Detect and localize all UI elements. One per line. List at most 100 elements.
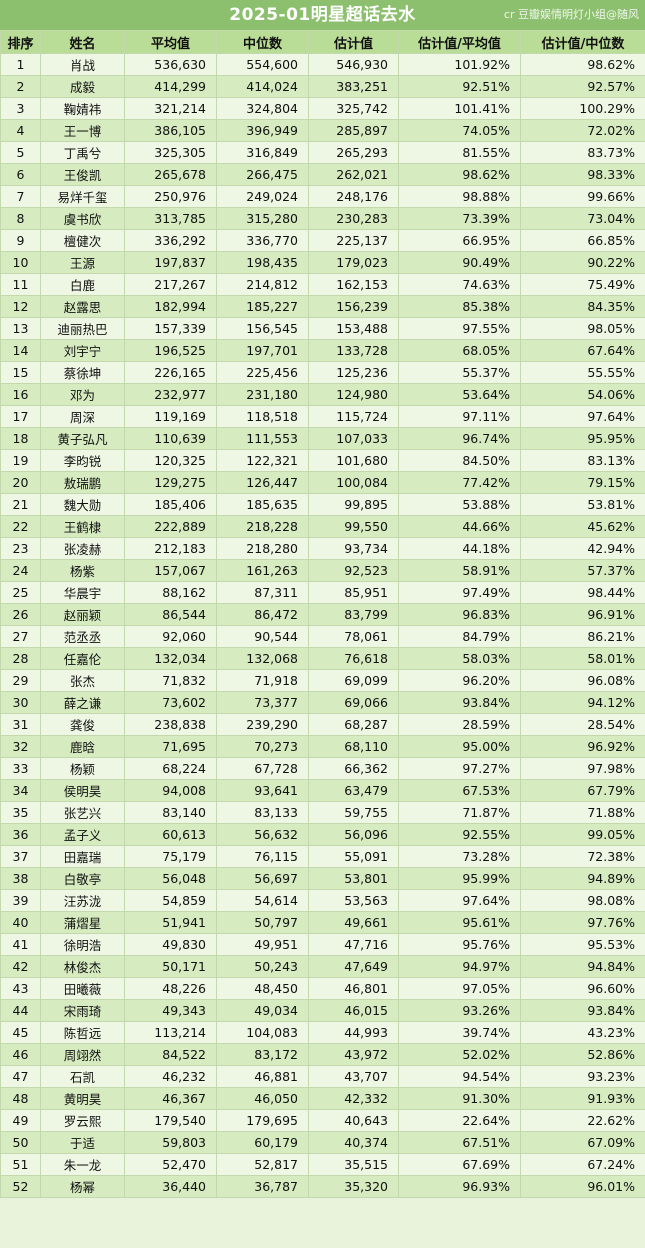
cell-name: 赵丽颖 [40, 603, 125, 626]
cell-estimate: 225,137 [308, 229, 399, 252]
cell-estimate: 156,239 [308, 295, 399, 318]
cell-estimate-over-mean: 101.92% [398, 53, 521, 76]
cell-rank: 33 [0, 757, 41, 780]
cell-estimate: 53,801 [308, 867, 399, 890]
cell-rank: 7 [0, 185, 41, 208]
cell-rank: 41 [0, 933, 41, 956]
cell-median: 60,179 [216, 1131, 309, 1154]
cell-name: 杨幂 [40, 1175, 125, 1198]
cell-mean: 119,169 [124, 405, 217, 428]
cell-estimate: 85,951 [308, 581, 399, 604]
cell-estimate-over-median: 97.64% [520, 405, 645, 428]
cell-rank: 21 [0, 493, 41, 516]
table-row: 37 田嘉瑞 75,179 76,115 55,091 73.28% 72.38% [0, 845, 645, 868]
table-row: 10 王源 197,837 198,435 179,023 90.49% 90.22% [0, 251, 645, 274]
cell-rank: 2 [0, 75, 41, 98]
cell-estimate-over-median: 98.08% [520, 889, 645, 912]
cell-name: 石凯 [40, 1065, 125, 1088]
cell-estimate-over-mean: 67.53% [398, 779, 521, 802]
cell-mean: 238,838 [124, 713, 217, 736]
cell-rank: 29 [0, 669, 41, 692]
cell-estimate: 68,110 [308, 735, 399, 758]
cell-estimate: 248,176 [308, 185, 399, 208]
cell-estimate-over-mean: 44.66% [398, 515, 521, 538]
cell-estimate: 133,728 [308, 339, 399, 362]
cell-estimate-over-median: 95.95% [520, 427, 645, 450]
cell-rank: 11 [0, 273, 41, 296]
cell-estimate-over-median: 83.13% [520, 449, 645, 472]
cell-estimate: 46,801 [308, 977, 399, 1000]
cell-rank: 15 [0, 361, 41, 384]
cell-mean: 217,267 [124, 273, 217, 296]
cell-estimate-over-mean: 96.20% [398, 669, 521, 692]
cell-median: 554,600 [216, 53, 309, 76]
cell-estimate: 325,742 [308, 97, 399, 120]
cell-estimate-over-median: 53.81% [520, 493, 645, 516]
table-row: 24 杨紫 157,067 161,263 92,523 58.91% 57.37% [0, 559, 645, 582]
column-header-name: 姓名 [40, 30, 125, 54]
cell-name: 虞书欣 [40, 207, 125, 230]
table-row: 9 檀健次 336,292 336,770 225,137 66.95% 66.85% [0, 229, 645, 252]
cell-estimate: 99,550 [308, 515, 399, 538]
cell-mean: 110,639 [124, 427, 217, 450]
cell-estimate-over-median: 90.22% [520, 251, 645, 274]
cell-estimate: 44,993 [308, 1021, 399, 1044]
cell-estimate-over-mean: 85.38% [398, 295, 521, 318]
cell-median: 315,280 [216, 207, 309, 230]
cell-median: 266,475 [216, 163, 309, 186]
cell-estimate: 76,618 [308, 647, 399, 670]
column-header-estimate-over-median: 估计值/中位数 [520, 30, 645, 54]
cell-estimate: 43,707 [308, 1065, 399, 1088]
cell-name: 迪丽热巴 [40, 317, 125, 340]
cell-rank: 46 [0, 1043, 41, 1066]
cell-estimate: 230,283 [308, 207, 399, 230]
cell-mean: 83,140 [124, 801, 217, 824]
cell-estimate-over-median: 84.35% [520, 295, 645, 318]
cell-rank: 16 [0, 383, 41, 406]
cell-estimate-over-median: 92.57% [520, 75, 645, 98]
cell-rank: 23 [0, 537, 41, 560]
cell-median: 132,068 [216, 647, 309, 670]
cell-estimate-over-median: 98.05% [520, 317, 645, 340]
cell-estimate-over-median: 95.53% [520, 933, 645, 956]
cell-estimate: 56,096 [308, 823, 399, 846]
cell-name: 刘宇宁 [40, 339, 125, 362]
cell-mean: 313,785 [124, 207, 217, 230]
cell-median: 249,024 [216, 185, 309, 208]
cell-estimate-over-mean: 74.63% [398, 273, 521, 296]
cell-rank: 3 [0, 97, 41, 120]
cell-mean: 84,522 [124, 1043, 217, 1066]
cell-estimate: 99,895 [308, 493, 399, 516]
cell-estimate-over-median: 73.04% [520, 207, 645, 230]
cell-estimate: 179,023 [308, 251, 399, 274]
cell-estimate-over-median: 83.73% [520, 141, 645, 164]
cell-estimate: 63,479 [308, 779, 399, 802]
column-header-estimate-over-mean: 估计值/平均值 [398, 30, 521, 54]
cell-estimate: 69,066 [308, 691, 399, 714]
cell-estimate-over-median: 96.60% [520, 977, 645, 1000]
cell-rank: 12 [0, 295, 41, 318]
cell-estimate: 107,033 [308, 427, 399, 450]
cell-name: 田嘉瑞 [40, 845, 125, 868]
cell-estimate: 153,488 [308, 317, 399, 340]
cell-name: 李昀锐 [40, 449, 125, 472]
cell-median: 198,435 [216, 251, 309, 274]
cell-name: 黄明昊 [40, 1087, 125, 1110]
cell-rank: 5 [0, 141, 41, 164]
cell-estimate-over-median: 98.33% [520, 163, 645, 186]
cell-estimate: 265,293 [308, 141, 399, 164]
cell-estimate: 47,716 [308, 933, 399, 956]
cell-median: 50,797 [216, 911, 309, 934]
table-row: 5 丁禹兮 325,305 316,849 265,293 81.55% 83.73% [0, 141, 645, 164]
cell-estimate-over-mean: 95.99% [398, 867, 521, 890]
table-row: 48 黄明昊 46,367 46,050 42,332 91.30% 91.93% [0, 1087, 645, 1110]
cell-median: 93,641 [216, 779, 309, 802]
cell-estimate-over-mean: 92.55% [398, 823, 521, 846]
cell-estimate-over-mean: 67.69% [398, 1153, 521, 1176]
cell-estimate-over-median: 67.09% [520, 1131, 645, 1154]
cell-mean: 536,630 [124, 53, 217, 76]
cell-estimate: 35,320 [308, 1175, 399, 1198]
cell-estimate-over-mean: 94.97% [398, 955, 521, 978]
cell-name: 汪苏泷 [40, 889, 125, 912]
table-row: 28 任嘉伦 132,034 132,068 76,618 58.03% 58.01% [0, 647, 645, 670]
